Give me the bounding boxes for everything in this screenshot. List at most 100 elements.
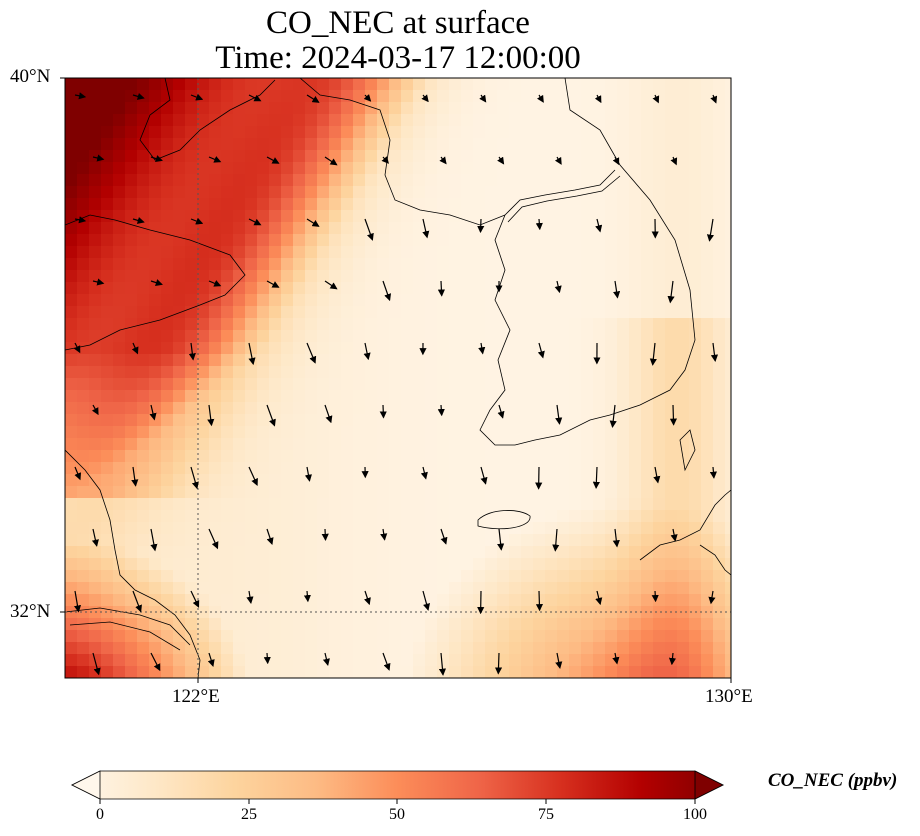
wind-arrow	[651, 590, 659, 603]
wind-arrow	[149, 404, 157, 421]
wind-arrow	[555, 652, 563, 669]
wind-arrow	[91, 404, 99, 416]
wind-arrow	[708, 590, 716, 605]
wind-arrow	[554, 156, 562, 165]
lat-label-40: 40°N	[10, 66, 51, 87]
lat-label-32: 32°N	[10, 601, 51, 622]
wind-arrow	[494, 652, 503, 675]
wind-arrow	[594, 94, 602, 104]
wind-arrow	[74, 92, 87, 100]
wind-arrow	[266, 280, 280, 288]
wind-arrow	[477, 218, 485, 234]
wind-arrow	[706, 218, 715, 242]
wind-arrow	[208, 528, 219, 550]
wind-arrow	[422, 590, 430, 611]
wind-arrow	[321, 528, 329, 541]
colorbar-tick-100: 100	[683, 806, 707, 823]
wind-arrow	[670, 156, 678, 166]
wind-arrow	[609, 404, 617, 428]
wind-arrow	[73, 590, 82, 613]
gridlines	[65, 78, 731, 678]
wind-arrow	[150, 528, 158, 552]
wind-arrow	[497, 528, 505, 551]
wind-arrow	[478, 342, 486, 355]
wind-arrow	[421, 94, 429, 103]
wind-arrow	[381, 156, 389, 164]
co-field	[65, 78, 731, 678]
wind-arrow	[248, 94, 262, 102]
wind-arrow	[324, 404, 333, 424]
map-subtitle: Time: 2024-03-17 12:00:00	[215, 40, 581, 76]
wind-arrow	[266, 528, 274, 546]
wind-arrow	[190, 217, 204, 225]
wind-arrow	[537, 342, 545, 359]
wind-arrow	[667, 280, 675, 304]
coastlines	[65, 78, 731, 678]
wind-arrow	[74, 466, 82, 481]
wind-arrow	[364, 218, 374, 241]
wind-arrow	[248, 466, 258, 486]
wind-arrow	[554, 280, 562, 294]
wind-arrow	[91, 528, 99, 547]
wind-arrow	[363, 590, 371, 606]
wind-arrow	[266, 156, 280, 164]
colorbar-extend-low	[71, 770, 101, 800]
wind-arrow	[150, 155, 163, 163]
colorbar-tick-25: 25	[241, 806, 257, 823]
wind-arrow	[497, 156, 505, 165]
wind-arrow	[595, 590, 603, 606]
wind-arrow	[73, 342, 81, 354]
wind-arrow	[92, 154, 105, 162]
wind-arrow	[324, 156, 338, 166]
lon-label-122: 122°E	[172, 686, 220, 707]
wind-arrow	[649, 342, 657, 366]
wind-arrow	[207, 404, 215, 427]
colorbar-bar	[71, 770, 724, 800]
wind-arrow	[150, 279, 163, 287]
wind-arrow	[440, 528, 448, 545]
wind-arrow	[132, 216, 145, 224]
wind-arrow	[612, 156, 620, 166]
wind-arrow	[612, 528, 620, 548]
wind-arrow	[595, 218, 603, 233]
wind-arrow	[306, 218, 320, 227]
wind-vectors	[73, 92, 719, 676]
wind-arrow	[612, 652, 620, 665]
wind-arrow	[150, 652, 161, 672]
wind-arrow	[131, 466, 139, 487]
wind-arrow	[263, 652, 271, 665]
wind-arrow	[420, 466, 428, 480]
wind-arrow	[190, 93, 204, 101]
wind-arrow	[555, 404, 563, 425]
wind-arrow	[670, 528, 678, 542]
wind-arrow	[303, 590, 311, 603]
wind-arrow	[379, 404, 387, 419]
wind-arrow	[710, 342, 719, 362]
wind-arrow	[592, 466, 600, 489]
wind-arrow	[74, 216, 87, 224]
wind-arrow	[207, 652, 215, 667]
colorbar-tick-0: 0	[96, 806, 104, 823]
wind-arrow	[248, 218, 262, 226]
wind-arrow	[188, 342, 196, 361]
wind-arrow	[669, 404, 678, 426]
wind-arrow	[497, 404, 505, 419]
wind-arrow	[208, 156, 222, 163]
wind-arrow	[363, 342, 371, 361]
wind-arrow	[480, 466, 488, 485]
wind-arrow	[422, 218, 430, 239]
wind-arrow	[652, 94, 660, 104]
wind-arrow	[437, 280, 446, 297]
map-title: CO_NEC at surface	[266, 5, 530, 41]
wind-arrow	[306, 342, 317, 364]
wind-arrow	[709, 466, 717, 479]
wind-arrow	[668, 652, 677, 666]
wind-arrow	[536, 94, 544, 103]
wind-arrow	[535, 590, 544, 612]
wind-arrow	[190, 590, 200, 608]
wind-arrow	[382, 652, 391, 671]
wind-arrow	[92, 652, 101, 676]
colorbar-tick-75: 75	[538, 806, 554, 823]
colorbar-extend-high	[694, 770, 724, 800]
